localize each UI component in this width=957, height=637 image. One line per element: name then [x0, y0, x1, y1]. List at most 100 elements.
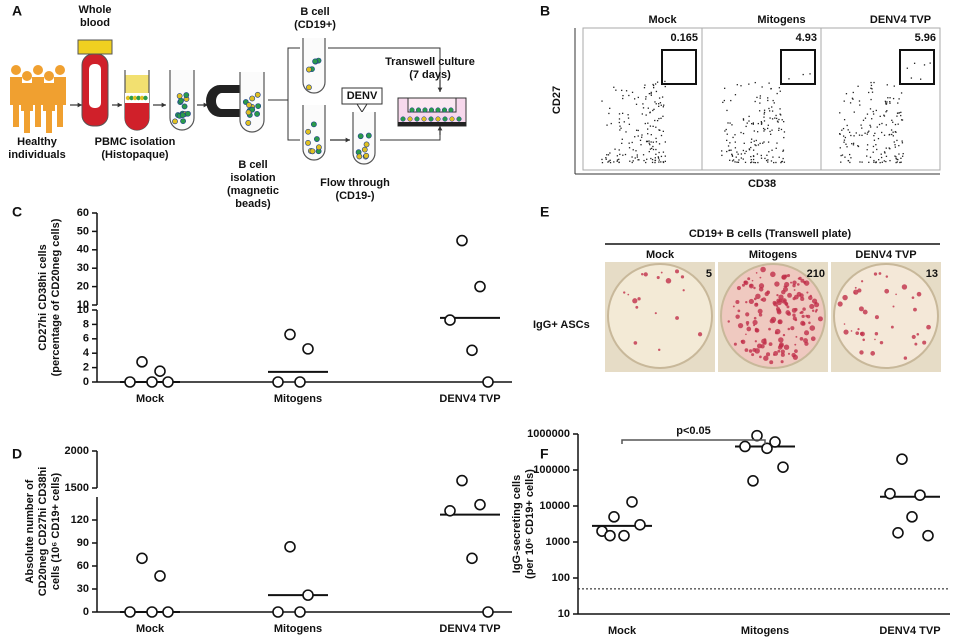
- spot: [753, 297, 757, 301]
- x-tick-label: DENV4 TVP: [439, 623, 500, 635]
- spot: [776, 305, 779, 308]
- arrow-head: [161, 102, 166, 108]
- diagram-label: individuals: [8, 149, 65, 161]
- event-dot: [655, 137, 657, 140]
- event-dot: [605, 158, 607, 160]
- event-dot: [632, 160, 634, 162]
- event-dot: [759, 102, 761, 104]
- event-dot: [782, 157, 784, 160]
- event-dot: [624, 153, 627, 156]
- spot: [843, 323, 846, 325]
- event-dot: [645, 98, 647, 100]
- event-dot: [809, 73, 811, 75]
- event-dot: [654, 83, 657, 85]
- well: [833, 263, 939, 369]
- y-tick-label: 20: [77, 281, 89, 293]
- cell: [179, 112, 186, 118]
- event-dot: [658, 105, 660, 107]
- data-point: [136, 356, 148, 368]
- spot: [755, 302, 758, 306]
- event-dot: [649, 112, 651, 114]
- event-dot: [897, 123, 899, 125]
- event-dot: [631, 161, 633, 164]
- event-dot: [729, 142, 731, 144]
- person-body: [10, 77, 22, 127]
- y-tick-label: 100000: [533, 464, 570, 476]
- event-dot: [731, 155, 734, 157]
- event-dot: [618, 161, 620, 164]
- event-dot: [891, 133, 893, 136]
- y-tick-label: 0: [83, 376, 89, 388]
- event-dot: [773, 102, 775, 104]
- event-dot: [651, 161, 654, 164]
- spot: [637, 297, 641, 301]
- event-dot: [778, 156, 780, 158]
- event-dot: [767, 97, 769, 99]
- event-dot: [845, 93, 848, 95]
- event-dot: [771, 129, 773, 131]
- event-dot: [872, 145, 875, 148]
- spot: [811, 309, 815, 312]
- event-dot: [873, 81, 875, 84]
- cell: [183, 92, 190, 98]
- event-dot: [740, 153, 743, 155]
- event-dot: [742, 119, 745, 121]
- spot: [745, 320, 750, 325]
- cell: [421, 116, 427, 122]
- spot: [757, 308, 763, 314]
- event-dot: [616, 160, 618, 162]
- event-dot: [887, 97, 889, 99]
- person-head: [11, 65, 21, 75]
- event-dot: [767, 161, 769, 163]
- gate-value: 5.96: [915, 32, 936, 44]
- event-dot: [660, 117, 662, 119]
- event-dot: [661, 96, 664, 98]
- spot: [761, 297, 767, 302]
- spot: [627, 293, 630, 296]
- spot: [763, 355, 769, 361]
- branch: [268, 47, 300, 141]
- event-dot: [729, 159, 731, 161]
- event-dot: [757, 161, 759, 164]
- event-dot: [781, 160, 783, 163]
- event-dot: [662, 115, 664, 117]
- event-dot: [842, 135, 845, 137]
- event-dot: [750, 159, 752, 161]
- event-dot: [628, 94, 630, 97]
- spot: [656, 275, 660, 280]
- event-dot: [652, 84, 655, 87]
- event-dot: [721, 154, 723, 157]
- event-dot: [774, 117, 776, 119]
- event-dot: [843, 119, 846, 121]
- arrow-head: [437, 87, 443, 92]
- event-dot: [775, 147, 777, 149]
- event-dot: [892, 131, 894, 133]
- event-dot: [650, 141, 652, 143]
- event-dot: [647, 122, 649, 124]
- event-dot: [847, 129, 849, 131]
- cell: [415, 107, 422, 113]
- event-dot: [870, 84, 873, 87]
- event-dot: [883, 160, 885, 162]
- event-dot: [645, 114, 647, 116]
- event-dot: [752, 122, 755, 124]
- event-dot: [621, 112, 624, 114]
- spot: [870, 351, 876, 356]
- cell: [129, 95, 134, 101]
- spot: [776, 293, 779, 297]
- spot-count: 13: [926, 268, 938, 280]
- event-dot: [783, 131, 786, 133]
- data-point: [884, 487, 896, 500]
- event-dot: [625, 131, 627, 133]
- y-axis-label: Absolute number of: [24, 479, 36, 583]
- cell: [132, 95, 138, 101]
- event-dot: [771, 110, 774, 112]
- cell: [456, 116, 462, 122]
- event-dot: [607, 161, 609, 163]
- y-tick-label: 30: [77, 262, 89, 274]
- event-dot: [885, 103, 887, 105]
- cell: [315, 144, 322, 151]
- event-dot: [900, 157, 902, 159]
- event-dot: [641, 113, 643, 115]
- event-dot: [654, 159, 657, 162]
